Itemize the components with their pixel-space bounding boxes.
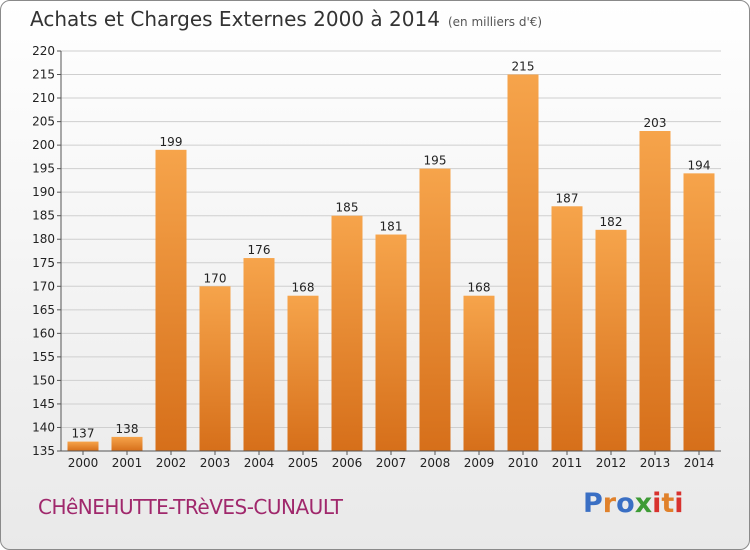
y-tick-label: 200 [32,138,55,152]
x-tick-label: 2007 [376,456,407,470]
y-tick-label: 190 [32,185,55,199]
x-tick-label: 2002 [156,456,187,470]
x-tick-label: 2006 [332,456,363,470]
x-tick-label: 2003 [200,456,231,470]
y-tick-label: 150 [32,373,55,387]
y-tick-label: 170 [32,279,55,293]
value-label: 203 [644,116,667,130]
value-label: 137 [72,427,95,441]
x-tick-label: 2005 [288,456,319,470]
chart-title: Achats et Charges Externes 2000 à 2014 (e… [30,7,542,31]
bar-2004 [243,258,275,451]
logo-letter: i [674,488,684,519]
x-tick-label: 2009 [464,456,495,470]
value-label: 176 [248,243,271,257]
logo-letter: x [634,488,653,519]
x-tick-label: 2012 [596,456,627,470]
x-tick-label: 2014 [684,456,715,470]
bar-2000 [67,441,99,451]
x-tick-label: 2011 [552,456,583,470]
y-tick-label: 195 [32,162,55,176]
y-tick-label: 175 [32,256,55,270]
y-tick-label: 210 [32,91,55,105]
x-tick-label: 2008 [420,456,451,470]
y-tick-label: 160 [32,326,55,340]
bar-2003 [199,286,231,451]
x-tick-label: 2013 [640,456,671,470]
bar-2009 [463,295,495,451]
x-tick-label: 2010 [508,456,539,470]
value-label: 215 [512,60,535,74]
value-label: 170 [204,271,227,285]
y-tick-label: 215 [32,68,55,82]
bar-2005 [287,295,319,451]
y-tick-label: 155 [32,350,55,364]
value-label: 199 [160,135,183,149]
x-tick-label: 2004 [244,456,275,470]
value-label: 194 [688,158,711,172]
value-label: 138 [116,422,139,436]
logo-letter: o [616,488,635,519]
value-label: 168 [468,281,491,295]
bars [67,74,715,451]
logo-letter: i [652,488,662,519]
axes [57,50,721,455]
proxiti-logo: Proxiti [583,488,684,519]
bar-2014 [683,173,715,451]
labels: 135 140 145 150 155 160 165 170 175 180 185 190 195 2… [32,44,714,470]
value-label: 187 [556,191,579,205]
logo-letter: P [583,488,603,519]
y-tick-label: 135 [32,444,55,458]
y-tick-label: 140 [32,420,55,434]
bar-2012 [595,229,627,451]
y-tick-label: 145 [32,397,55,411]
value-label: 195 [424,154,447,168]
y-tick-label: 205 [32,115,55,129]
bar-2011 [551,206,583,451]
y-tick-label: 180 [32,232,55,246]
bar-2007 [375,234,407,451]
bar-2010 [507,74,539,451]
bar-2013 [639,131,671,451]
bar-2008 [419,168,451,451]
logo-letter: r [602,488,617,519]
unit-note: (en milliers d'€) [447,15,543,29]
value-label: 182 [600,215,623,229]
chart-title-text: Achats et Charges Externes 2000 à 2014 [30,7,440,31]
x-tick-label: 2000 [68,456,99,470]
bar-2001 [111,436,143,451]
logo-letter: t [661,488,675,519]
commune-name: CHêNEHUTTE-TRèVES-CUNAULT [38,495,343,519]
x-tick-label: 2001 [112,456,143,470]
y-tick-label: 185 [32,209,55,223]
value-label: 185 [336,201,359,215]
bar-2006 [331,215,363,451]
bar-2002 [155,149,187,451]
y-tick-label: 220 [32,44,55,58]
value-label: 168 [292,281,315,295]
y-tick-label: 165 [32,303,55,317]
value-label: 181 [380,220,403,234]
